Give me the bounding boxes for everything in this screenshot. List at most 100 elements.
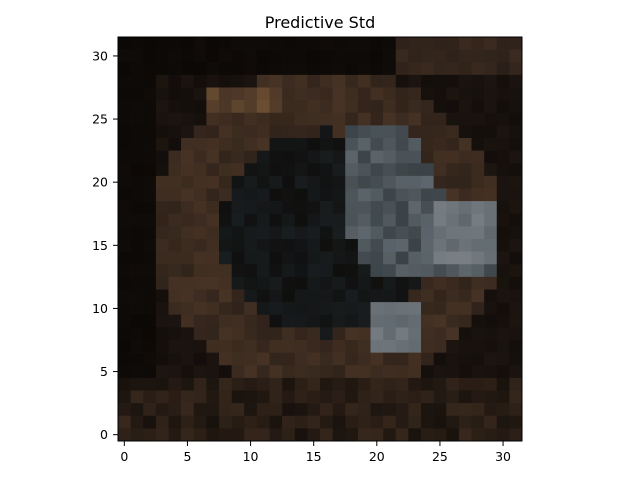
heatmap-cells [118,37,523,442]
heatmap-cell [496,377,510,391]
heatmap-cell [357,226,371,240]
heatmap-cell [383,201,397,215]
heatmap-cell [130,239,144,252]
heatmap-cell [332,125,346,139]
heatmap-cell [332,352,346,366]
heatmap-cell [256,415,270,429]
heatmap-cell [231,100,245,114]
heatmap-cell [332,302,346,316]
heatmap-cell [282,163,296,177]
heatmap-cell [155,112,169,126]
heatmap-cell [408,302,422,316]
heatmap-cell [307,213,321,227]
heatmap-cell [118,188,131,202]
heatmap-cell [282,125,296,139]
heatmap-cell [433,100,447,114]
heatmap-cell [130,100,144,114]
heatmap-cell [509,74,523,88]
heatmap-cell [155,302,169,316]
heatmap-cell [421,87,434,101]
heatmap-cell [130,415,144,429]
heatmap-cell [484,276,498,290]
heatmap-cell [484,138,498,151]
heatmap-cell [509,302,523,316]
heatmap-cell [345,352,359,366]
heatmap-cell [155,314,169,328]
heatmap-cell [130,251,144,265]
heatmap-cell [458,352,472,366]
heatmap-cell [181,62,195,76]
heatmap-cell [446,314,460,328]
heatmap-cell [130,163,144,177]
heatmap-cell [282,62,296,76]
heatmap-cell [181,112,195,126]
heatmap-cell [294,163,308,177]
heatmap-cell [130,403,144,417]
heatmap-cell [446,390,460,404]
heatmap-cell [357,213,371,227]
heatmap-cell [118,226,131,240]
heatmap-cell [118,74,131,88]
heatmap-cell [471,415,485,429]
heatmap-cell [370,415,384,429]
heatmap-cell [256,112,270,126]
heatmap-cell [357,352,371,366]
heatmap-cell [244,428,258,442]
heatmap-cell [193,125,207,139]
heatmap-cell [269,327,283,341]
heatmap-cell [282,302,296,316]
heatmap-cell [433,239,447,252]
heatmap-cell [421,264,434,278]
heatmap-cell [496,314,510,328]
heatmap-cell [332,276,346,290]
heatmap-cell [320,314,333,328]
heatmap-cell [458,62,472,76]
heatmap-cell [256,175,270,189]
heatmap-cell [345,138,359,151]
heatmap-cell [219,150,232,164]
heatmap-cell [471,251,485,265]
heatmap-cell [219,289,232,303]
heatmap-cell [206,403,220,417]
heatmap-cell [130,377,144,391]
heatmap-cell [219,403,232,417]
heatmap-cell [408,87,422,101]
heatmap-cell [244,365,258,379]
heatmap-cell [509,327,523,341]
heatmap-cell [118,175,131,189]
heatmap-cell [345,62,359,76]
heatmap-cell [395,125,409,139]
heatmap-cell [231,365,245,379]
heatmap-cell [118,415,131,429]
heatmap-cell [193,74,207,88]
heatmap-cell [307,377,321,391]
heatmap-cell [130,74,144,88]
heatmap-cell [345,150,359,164]
heatmap-cell [206,213,220,227]
heatmap-cell [118,251,131,265]
heatmap-cell [471,403,485,417]
heatmap-cell [433,251,447,265]
heatmap-cell [193,138,207,151]
heatmap-cell [219,302,232,316]
y-tick-label: 20 [92,175,108,190]
heatmap-cell [458,314,472,328]
heatmap-cell [332,264,346,278]
heatmap-cell [219,415,232,429]
heatmap-cell [458,138,472,151]
heatmap-cell [421,415,434,429]
heatmap-cell [155,163,169,177]
heatmap-cell [130,201,144,215]
heatmap-cell [320,37,333,50]
heatmap-cell [256,264,270,278]
heatmap-cell [395,100,409,114]
heatmap-cell [458,188,472,202]
heatmap-cell [244,188,258,202]
heatmap-cell [168,74,182,88]
heatmap-cell [256,390,270,404]
heatmap-cell [282,49,296,63]
heatmap-cell [168,100,182,114]
heatmap-cell [395,163,409,177]
heatmap-cell [118,37,131,50]
heatmap-cell [408,264,422,278]
